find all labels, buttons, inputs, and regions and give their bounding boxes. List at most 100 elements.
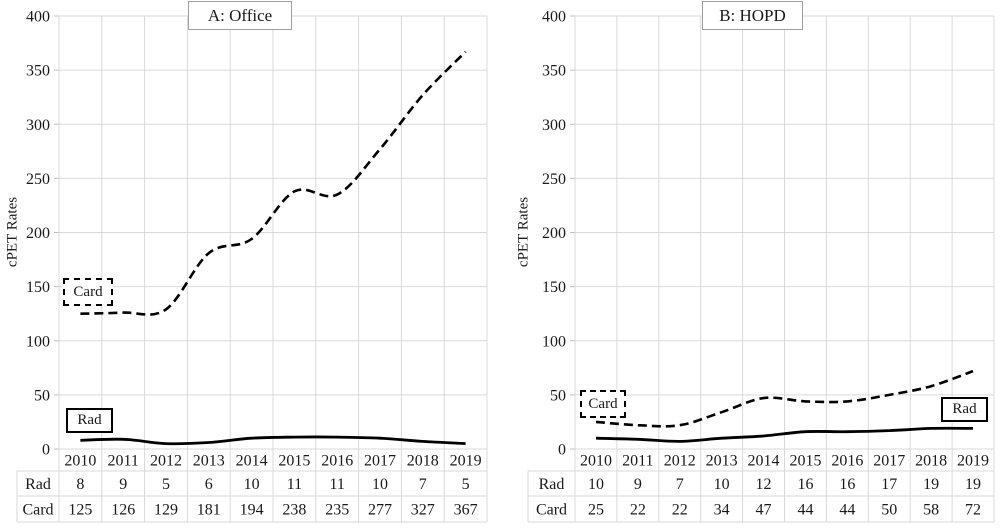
year-label: 2015	[789, 453, 821, 470]
y-tick-label: 50	[34, 387, 50, 404]
year-label: 2011	[622, 453, 653, 470]
table-cell: 238	[282, 502, 306, 519]
series-line-rad	[80, 435, 466, 446]
table-cell: 235	[325, 502, 349, 519]
table-cell: 126	[111, 502, 135, 519]
table-cell: 72	[965, 502, 981, 519]
table-cell: 34	[714, 502, 730, 519]
table-cell: 19	[965, 476, 981, 493]
year-label: 2016	[831, 453, 863, 470]
y-tick-label: 350	[542, 63, 566, 80]
panel-hopd-chart: 0 50 100 150 200 250 300 350 400 2010 2011 2012 2013…	[527, 9, 995, 523]
table-cell: 58	[923, 502, 939, 519]
y-tick-label: 250	[542, 171, 566, 188]
table-cell: 9	[634, 476, 642, 493]
y-tick-label: 150	[542, 279, 566, 296]
table-cell: 12	[756, 476, 772, 493]
y-tick-label: 200	[542, 225, 566, 242]
y-tick-label: 300	[26, 117, 50, 134]
table-cell: 16	[797, 476, 813, 493]
panel-b-y-axis-title: cPET Rates	[515, 196, 532, 268]
panel-office-chart: 0 50 100 150 200 250 300 350 400 2010 2011 2012 2013…	[16, 9, 488, 523]
y-tick-label: 300	[542, 117, 566, 134]
table-cell: 44	[797, 502, 813, 519]
year-label: 2010	[580, 453, 612, 470]
table-cell: 10	[372, 476, 388, 493]
y-tick-label: 100	[26, 333, 50, 350]
year-label: 2016	[321, 453, 353, 470]
table-row-header: Card	[22, 502, 53, 519]
table-cell: 19	[923, 476, 939, 493]
table-cell: 367	[454, 502, 478, 519]
year-label: 2011	[107, 453, 138, 470]
table-cell: 22	[672, 502, 688, 519]
y-tick-label: 200	[26, 225, 50, 242]
y-tick-label: 350	[26, 63, 50, 80]
panel-a-card-legend: Card	[63, 278, 113, 306]
year-label: 2012	[150, 453, 182, 470]
table-cell: 11	[329, 476, 344, 493]
table-cell: 22	[630, 502, 646, 519]
panel-a-y-axis-title: cPET Rates	[4, 196, 21, 268]
y-tick-label: 400	[542, 9, 566, 26]
panel-a-rad-legend-label: Rad	[77, 412, 102, 428]
y-tick-label: 100	[542, 333, 566, 350]
year-label: 2015	[278, 453, 310, 470]
table-cell: 181	[197, 502, 221, 519]
year-label: 2013	[706, 453, 738, 470]
panel-b-card-legend: Card	[580, 390, 626, 418]
y-tick-label: 0	[558, 442, 566, 459]
series-line-rad	[595, 426, 974, 443]
year-label: 2018	[407, 453, 439, 470]
year-label: 2014	[236, 453, 268, 470]
table-cell: 277	[368, 502, 392, 519]
table-cell: 9	[119, 476, 127, 493]
y-tick-label: 250	[26, 171, 50, 188]
panel-b-title: B: HOPD	[702, 1, 803, 30]
y-tick-label: 150	[26, 279, 50, 296]
table-cell: 44	[839, 502, 855, 519]
panel-b-card-legend-label: Card	[588, 395, 618, 412]
table-cell: 16	[839, 476, 855, 493]
table-cell: 10	[588, 476, 604, 493]
series-line-card	[80, 50, 467, 316]
year-label: 2014	[748, 453, 780, 470]
year-label: 2017	[364, 453, 396, 470]
table-cell: 129	[154, 502, 178, 519]
year-label: 2019	[957, 453, 989, 470]
table-cell: 25	[588, 502, 604, 519]
table-cell: 5	[162, 476, 170, 493]
table-cell: 7	[419, 476, 427, 493]
year-label: 2012	[664, 453, 696, 470]
y-tick-label: 400	[26, 9, 50, 26]
panel-a-rad-legend: Rad	[66, 408, 113, 433]
table-cell: 47	[756, 502, 772, 519]
panel-a-card-legend-label: Card	[73, 283, 103, 300]
table-cell: 10	[244, 476, 260, 493]
table-cell: 6	[205, 476, 213, 493]
series-line-card	[595, 369, 974, 428]
year-label: 2010	[64, 453, 96, 470]
year-label: 2018	[915, 453, 947, 470]
table-cell: 11	[287, 476, 302, 493]
table-cell: 50	[881, 502, 897, 519]
table-cell: 5	[462, 476, 470, 493]
table-row-header: Rad	[25, 476, 51, 493]
panel-a-title: A: Office	[188, 1, 292, 30]
y-tick-label: 50	[550, 387, 566, 404]
table-cell: 8	[76, 476, 84, 493]
year-label: 2019	[450, 453, 482, 470]
panel-b-rad-legend-label: Rad	[952, 401, 977, 417]
table-cell: 194	[240, 502, 264, 519]
y-tick-label: 0	[42, 442, 50, 459]
table-cell: 125	[68, 502, 92, 519]
table-cell: 7	[676, 476, 684, 493]
year-label: 2017	[873, 453, 905, 470]
table-cell: 17	[881, 476, 897, 493]
table-row-header: Card	[536, 502, 567, 519]
year-label: 2013	[193, 453, 225, 470]
table-cell: 10	[714, 476, 730, 493]
table-cell: 327	[411, 502, 435, 519]
